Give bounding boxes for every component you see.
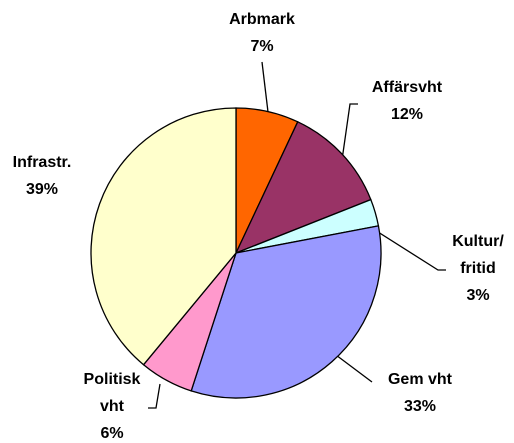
leader-line (335, 354, 373, 383)
pie-slice (190, 225, 382, 399)
pie-slice (234, 120, 372, 255)
slice-value-label: 33% (404, 398, 436, 415)
slice-label: Gem vht (388, 371, 453, 388)
slice-label: Politisk vht (84, 371, 141, 415)
pie-slice (90, 107, 237, 366)
slice-value-label: 6% (100, 425, 123, 442)
slice-label: Affärsvht (372, 79, 443, 96)
slice-value-label: 12% (391, 106, 423, 123)
slice-label: Kultur/fritid (452, 233, 504, 277)
leader-line (148, 383, 161, 409)
slice-value-label: 7% (250, 38, 273, 55)
slice-value-label: 3% (466, 287, 489, 304)
leader-line (377, 231, 446, 271)
pie (90, 107, 382, 399)
leader-line (341, 103, 358, 161)
leader-line (261, 61, 269, 113)
slice-label: Arbmark (229, 11, 295, 28)
slice-label: Infrastr. (13, 154, 72, 171)
slice-value-label: 39% (26, 181, 58, 198)
